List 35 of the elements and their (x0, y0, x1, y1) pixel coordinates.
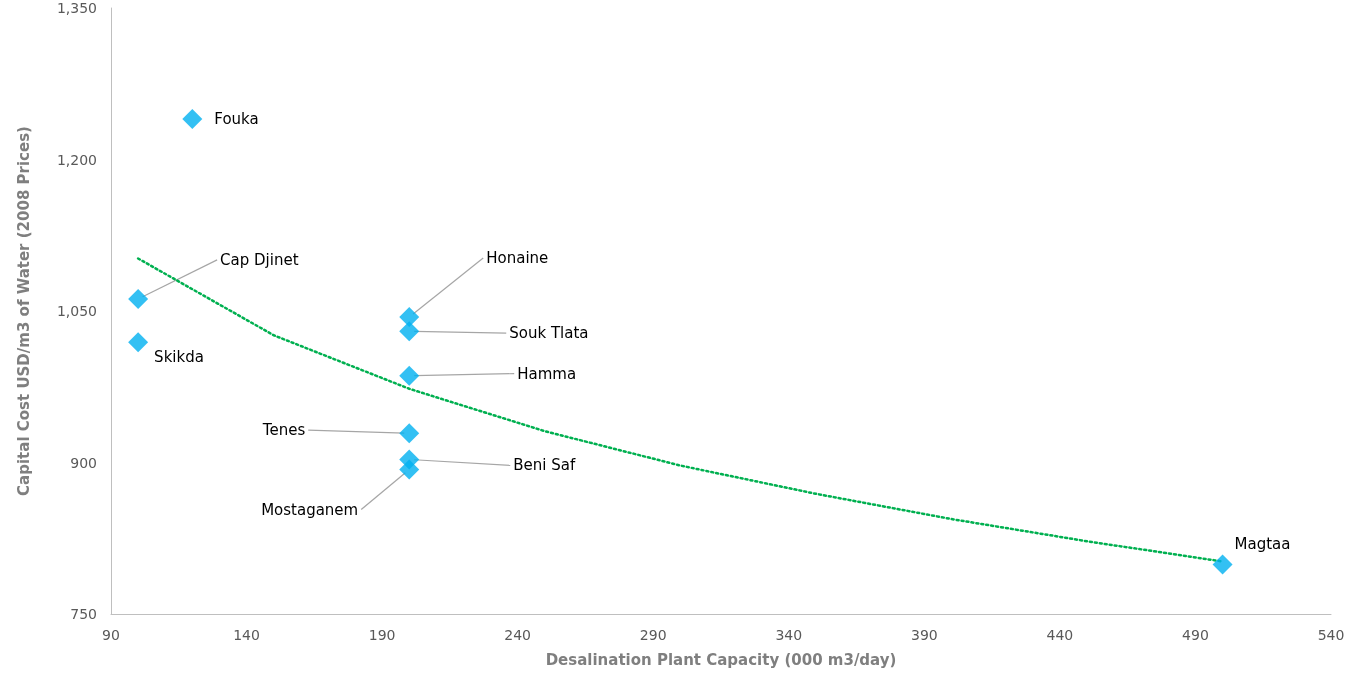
x-tick-label: 190 (368, 627, 396, 643)
point (128, 332, 149, 353)
x-tick-label: 540 (1317, 627, 1345, 643)
x-tick-label: 440 (1046, 627, 1074, 643)
y-tick-label: 1,050 (56, 303, 97, 319)
annotation: Beni Saf (513, 456, 576, 475)
x-tick-label: 240 (504, 627, 532, 643)
annotation: Hamma (517, 364, 577, 383)
point (1212, 554, 1233, 575)
annotation: Fouka (214, 110, 259, 129)
y-tick-label: 1,200 (56, 151, 97, 168)
x-tick-label: 490 (1182, 627, 1209, 643)
annotation: Souk Tlata (509, 324, 589, 343)
point (399, 459, 420, 480)
annotation: Tenes (261, 421, 306, 440)
x-axis-title: Desalination Plant Capacity (000 m3/day) (545, 650, 897, 669)
annotation: Mostaganem (261, 500, 359, 519)
x-tick-label: 390 (910, 627, 938, 643)
y-axis-title: Capital Cost USD/m3 of Water (2008 Prices) (14, 126, 33, 496)
point (128, 288, 149, 309)
y-tick-label: 750 (70, 606, 97, 622)
y-tick-label: 900 (70, 454, 97, 471)
point (399, 423, 420, 444)
annotation: Honaine (486, 249, 549, 268)
x-tick-label: 140 (233, 627, 260, 643)
annotation: Skikda (154, 348, 204, 367)
annotation: Magtaa (1234, 534, 1291, 553)
point (399, 321, 420, 342)
point (182, 109, 203, 130)
x-tick-label: 90 (102, 627, 120, 643)
y-tick-label: 1,350 (56, 0, 97, 16)
point (399, 365, 420, 386)
annotation: Cap Djinet (220, 250, 299, 269)
x-tick-label: 290 (639, 627, 667, 643)
x-tick-label: 340 (775, 627, 803, 643)
